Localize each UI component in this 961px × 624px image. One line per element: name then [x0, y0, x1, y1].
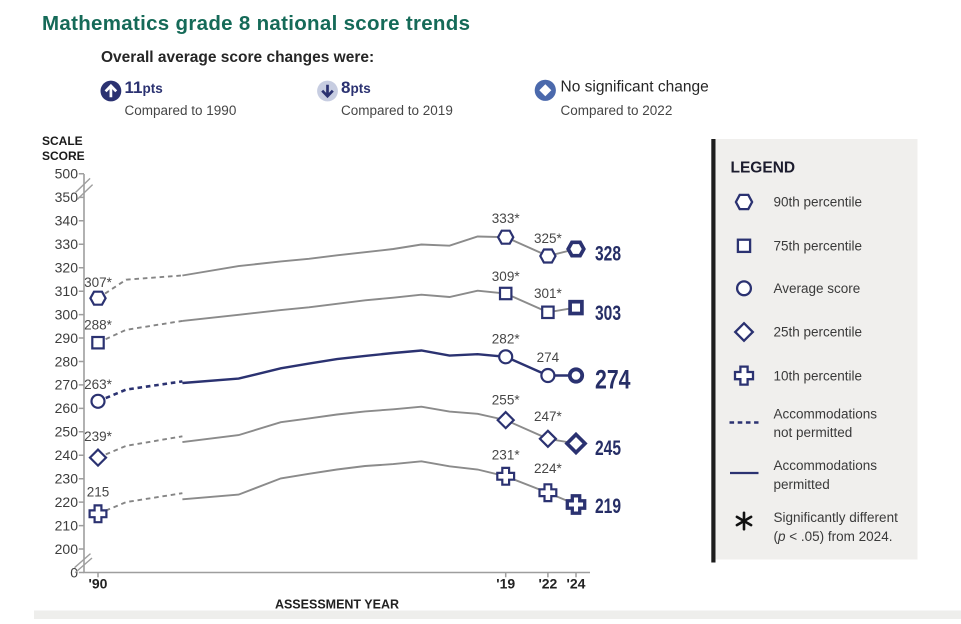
- svg-text:Compared to 2019: Compared to 2019: [341, 103, 453, 118]
- svg-text:215: 215: [87, 485, 110, 500]
- svg-text:not permitted: not permitted: [774, 425, 853, 440]
- svg-text:320: 320: [55, 260, 79, 276]
- svg-text:'90: '90: [89, 576, 108, 592]
- svg-text:'22: '22: [538, 576, 557, 592]
- svg-text:10th percentile: 10th percentile: [774, 368, 863, 383]
- svg-text:270: 270: [55, 377, 79, 393]
- svg-text:330: 330: [55, 236, 79, 252]
- svg-text:25th percentile: 25th percentile: [774, 325, 863, 340]
- svg-text:230: 230: [55, 471, 79, 487]
- svg-text:245: 245: [595, 436, 621, 460]
- svg-text:240: 240: [55, 447, 79, 463]
- svg-text:288*: 288*: [84, 318, 113, 333]
- svg-text:231*: 231*: [492, 447, 521, 462]
- svg-text:500: 500: [55, 166, 79, 182]
- svg-text:219: 219: [595, 494, 621, 518]
- svg-text:350: 350: [55, 189, 79, 205]
- svg-text:301*: 301*: [534, 286, 563, 301]
- svg-text:(p < .05) from 2024.: (p < .05) from 2024.: [774, 529, 893, 544]
- svg-text:255*: 255*: [492, 393, 521, 408]
- svg-text:303: 303: [595, 301, 621, 325]
- svg-text:290: 290: [55, 330, 79, 346]
- svg-text:Mathematics grade 8 national s: Mathematics grade 8 national score trend…: [42, 12, 470, 35]
- svg-text:SCORE: SCORE: [42, 149, 85, 163]
- svg-text:247*: 247*: [534, 409, 563, 424]
- svg-text:224*: 224*: [534, 461, 563, 476]
- svg-text:250: 250: [55, 424, 79, 440]
- svg-text:ASSESSMENT YEAR: ASSESSMENT YEAR: [275, 598, 399, 612]
- svg-text:SCALE: SCALE: [42, 134, 83, 148]
- svg-text:239*: 239*: [84, 429, 113, 444]
- svg-text:Compared to 1990: Compared to 1990: [125, 103, 237, 118]
- svg-text:0: 0: [70, 564, 78, 580]
- svg-text:307*: 307*: [84, 275, 113, 290]
- svg-text:263*: 263*: [84, 377, 113, 392]
- svg-text:220: 220: [55, 494, 79, 510]
- svg-text:340: 340: [55, 213, 79, 229]
- svg-text:8pts: 8pts: [341, 78, 371, 97]
- svg-text:90th percentile: 90th percentile: [774, 195, 863, 210]
- svg-text:11pts: 11pts: [125, 78, 163, 97]
- svg-text:325*: 325*: [534, 231, 563, 246]
- svg-text:75th percentile: 75th percentile: [774, 239, 863, 254]
- svg-text:280: 280: [55, 353, 79, 369]
- svg-text:282*: 282*: [492, 331, 521, 346]
- svg-text:274: 274: [537, 350, 560, 365]
- svg-text:274: 274: [595, 365, 631, 395]
- svg-text:LEGEND: LEGEND: [731, 160, 796, 177]
- svg-text:Overall average score changes: Overall average score changes were:: [101, 49, 374, 66]
- svg-text:permitted: permitted: [774, 477, 830, 492]
- svg-text:'19: '19: [496, 576, 515, 592]
- svg-text:333*: 333*: [492, 211, 521, 226]
- svg-text:310: 310: [55, 283, 79, 299]
- svg-text:Accommodations: Accommodations: [774, 407, 878, 422]
- svg-text:200: 200: [55, 541, 79, 557]
- svg-text:260: 260: [55, 400, 79, 416]
- svg-text:Significantly different: Significantly different: [774, 510, 899, 525]
- svg-text:'24: '24: [567, 576, 586, 592]
- svg-text:309*: 309*: [492, 269, 521, 284]
- svg-text:328: 328: [595, 242, 621, 266]
- svg-text:Average score: Average score: [774, 281, 861, 296]
- svg-text:Compared to 2022: Compared to 2022: [561, 103, 673, 118]
- svg-text:300: 300: [55, 306, 79, 322]
- svg-text:Accommodations: Accommodations: [774, 458, 878, 473]
- svg-text:210: 210: [55, 517, 79, 533]
- svg-text:No significant change: No significant change: [561, 79, 709, 96]
